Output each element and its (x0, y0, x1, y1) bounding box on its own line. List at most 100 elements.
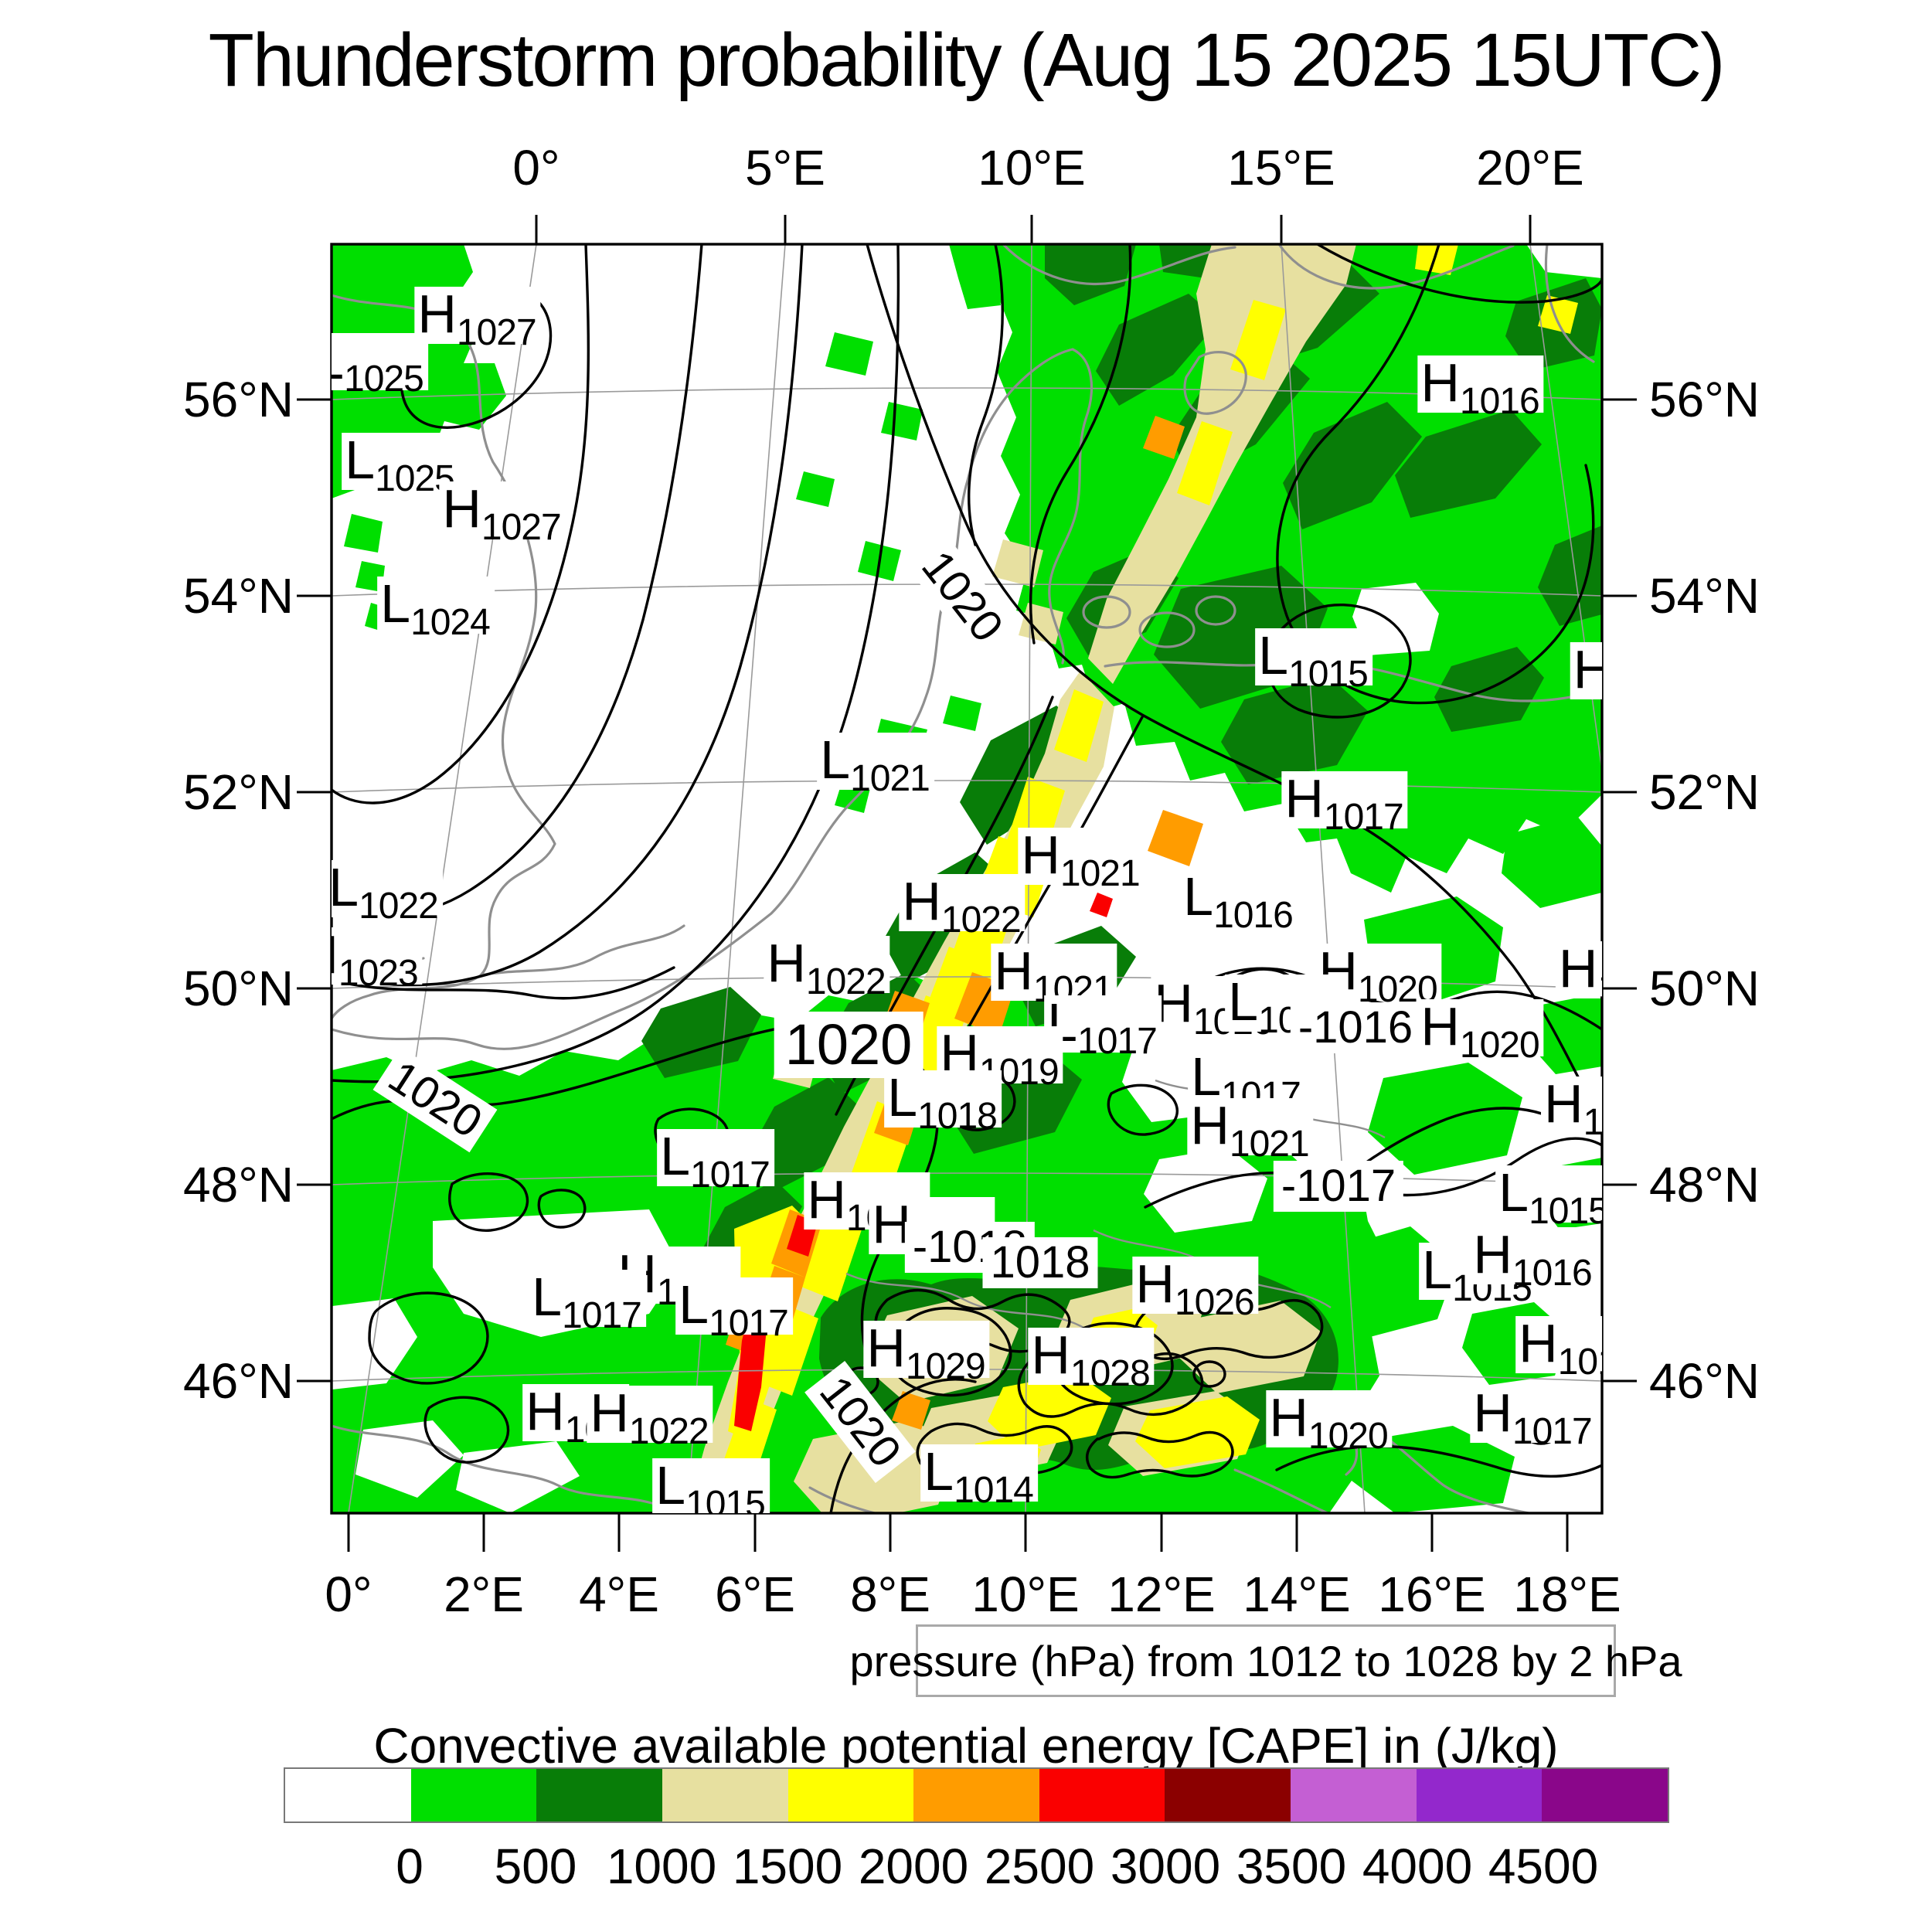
pressure-system-value: 1021 (1229, 1124, 1310, 1165)
pressure-system-label-H1027: H1027 (439, 481, 566, 546)
pressure-system-label-L1017: L1017 (657, 1126, 774, 1194)
pressure-system-label-L1017: L1017 (529, 1270, 646, 1335)
pressure-system-label-H1020: H1020 (1417, 996, 1544, 1064)
pressure-system-letter: H (1473, 1224, 1512, 1284)
pressure-system-letter: H (807, 1169, 846, 1230)
pressure-system-value: 10 (1583, 1102, 1602, 1143)
axis-tick-label-right-46°N: 46°N (1649, 1353, 1760, 1409)
pressure-system-value: 1015 (685, 1484, 766, 1514)
colorbar-tick-label-3500: 3500 (1236, 1838, 1347, 1894)
pressure-system-value: 1017 (1512, 1411, 1593, 1452)
pressure-system-letter: H (1284, 768, 1324, 828)
colorbar-tick-label-1500: 1500 (732, 1838, 843, 1894)
axis-tick-label-top-0°: 0° (512, 140, 560, 196)
axis-tick-label-bottom-0°: 0° (325, 1566, 372, 1622)
pressure-system-label-L1015: L1015 (1255, 625, 1372, 693)
pressure-system-letter: L (1258, 625, 1289, 685)
pressure-system-label-H1022: H1022 (764, 936, 890, 1001)
pressure-system-letter: H (1544, 1073, 1583, 1134)
pressure-system-label-H1026: H1026 (1132, 1257, 1259, 1321)
pressure-system-value: 1028 (1070, 1353, 1151, 1394)
pressure-system-value: 1021 (850, 758, 930, 799)
pressure-system-value: 1020 (1308, 1416, 1389, 1457)
pressure-system-letter: L (1183, 866, 1214, 927)
pressure-system-value: 1018 (917, 1096, 998, 1137)
axis-tick-label-bottom-10°E: 10°E (971, 1566, 1080, 1622)
pressure-system-label-H1027: H1027 (414, 284, 541, 352)
pressure-system-letter: L (1498, 1162, 1529, 1223)
pressure-system-letter: L (923, 1441, 954, 1502)
pressure-system-value: 1023 (338, 953, 419, 994)
pressure-system-label-H1: H1 (1555, 941, 1602, 1006)
pressure-system-value: 1022 (940, 900, 1022, 940)
colorbar-tick-label-3000: 3000 (1110, 1838, 1221, 1894)
pressure-system-value: 1 (1597, 967, 1602, 1008)
colorbar-segment-10 (1542, 1769, 1668, 1821)
pressure-system-label-H101: H101 (1515, 1316, 1602, 1381)
colorbar-title: Convective available potential energy [C… (373, 1718, 1559, 1774)
axis-tick-label-left-54°N: 54°N (183, 568, 294, 624)
pressure-system-label-H1020: H1020 (1266, 1390, 1393, 1455)
contour-label--1017: -1017 (1273, 1161, 1404, 1212)
pressure-system-letter: H (1473, 1383, 1512, 1443)
colorbar-segment-6 (1039, 1769, 1165, 1821)
axis-tick-label-right-48°N: 48°N (1649, 1157, 1760, 1213)
pressure-system-label-H1016: H1016 (1417, 355, 1544, 420)
coastline-layer (332, 244, 1602, 1513)
colorbar-segment-9 (1416, 1769, 1543, 1821)
colorbar-tick-label-1000: 1000 (606, 1838, 717, 1894)
pressure-system-label-L1015: L1015 (652, 1458, 770, 1513)
colorbar-segment-4 (787, 1769, 914, 1821)
pressure-system-label-H1028: H1028 (1028, 1325, 1155, 1393)
pressure-system-value: 1015 (1529, 1191, 1602, 1232)
colorbar-tick-label-2500: 2500 (984, 1838, 1095, 1894)
pressure-system-letter: H (417, 284, 457, 344)
axis-ticks (297, 215, 1637, 1552)
pressure-system-value: 1017 (1323, 797, 1404, 838)
axis-tick-label-top-5°E: 5°E (745, 140, 825, 196)
pressure-system-label-H1021: H1021 (1018, 825, 1145, 893)
pressure-system-value: 1017 (690, 1155, 770, 1196)
colorbar-tick-label-500: 500 (494, 1838, 577, 1894)
contour-label-1020: 1020 (372, 1046, 498, 1153)
pressure-system-letter: H (994, 940, 1033, 1001)
pressure-system-label-H1023: H1023 (332, 924, 423, 992)
pressure-system-letter: H (902, 871, 941, 931)
pressure-system-value: 1022 (805, 961, 886, 1002)
pressure-system-letter: H (866, 1318, 906, 1378)
pressure-system-value: 1020 (1459, 1025, 1540, 1066)
axis-tick-label-right-56°N: 56°N (1649, 372, 1760, 427)
pressure-system-letter: H (526, 1381, 565, 1441)
pressure-system-letter: L (820, 730, 851, 790)
pressure-system-letter: H (1031, 1325, 1070, 1385)
pressure-system-value: 1029 (905, 1346, 986, 1387)
pressure-system-label-H1017: H1017 (1470, 1383, 1597, 1451)
pressure-system-label-H1022: H1022 (587, 1386, 713, 1451)
pressure-system-letter: H (1021, 825, 1060, 885)
pressure-system-label-L1025: L1025 (342, 433, 459, 498)
pressure-system-letter: L (380, 573, 411, 634)
pressure-system-letter: H (1573, 639, 1602, 699)
pressure-system-letter: L (887, 1067, 918, 1128)
pressure-system-letter: L (1228, 971, 1259, 1032)
pressure-system-letter: H (332, 924, 338, 985)
pressure-system-letter: H (1420, 996, 1460, 1056)
axis-tick-label-top-15°E: 15°E (1227, 140, 1335, 196)
pressure-caption: pressure (hPa) from 1012 to 1028 by 2 hP… (849, 1624, 1682, 1697)
axis-tick-label-right-52°N: 52°N (1649, 764, 1760, 820)
pressure-system-letter: L (332, 857, 359, 917)
contour-label-1020: 1020 (804, 1360, 916, 1484)
pressure-system-letter: L (1191, 1046, 1222, 1107)
pressure-system-letter: L (655, 1455, 686, 1513)
pressure-system-label-H: H (1570, 642, 1602, 699)
pressure-system-letter: L (660, 1126, 691, 1186)
axis-tick-label-top-20°E: 20°E (1476, 140, 1584, 196)
colorbar-segment-1 (410, 1769, 537, 1821)
pressure-system-label-L1024: L1024 (377, 577, 495, 641)
axis-tick-label-left-48°N: 48°N (183, 1157, 294, 1213)
pressure-system-label-L1015: L1015 (1495, 1162, 1602, 1230)
pressure-system-value: 1024 (410, 602, 491, 643)
pressure-system-letter: L (1422, 1240, 1453, 1300)
axis-tick-label-bottom-18°E: 18°E (1513, 1566, 1621, 1622)
